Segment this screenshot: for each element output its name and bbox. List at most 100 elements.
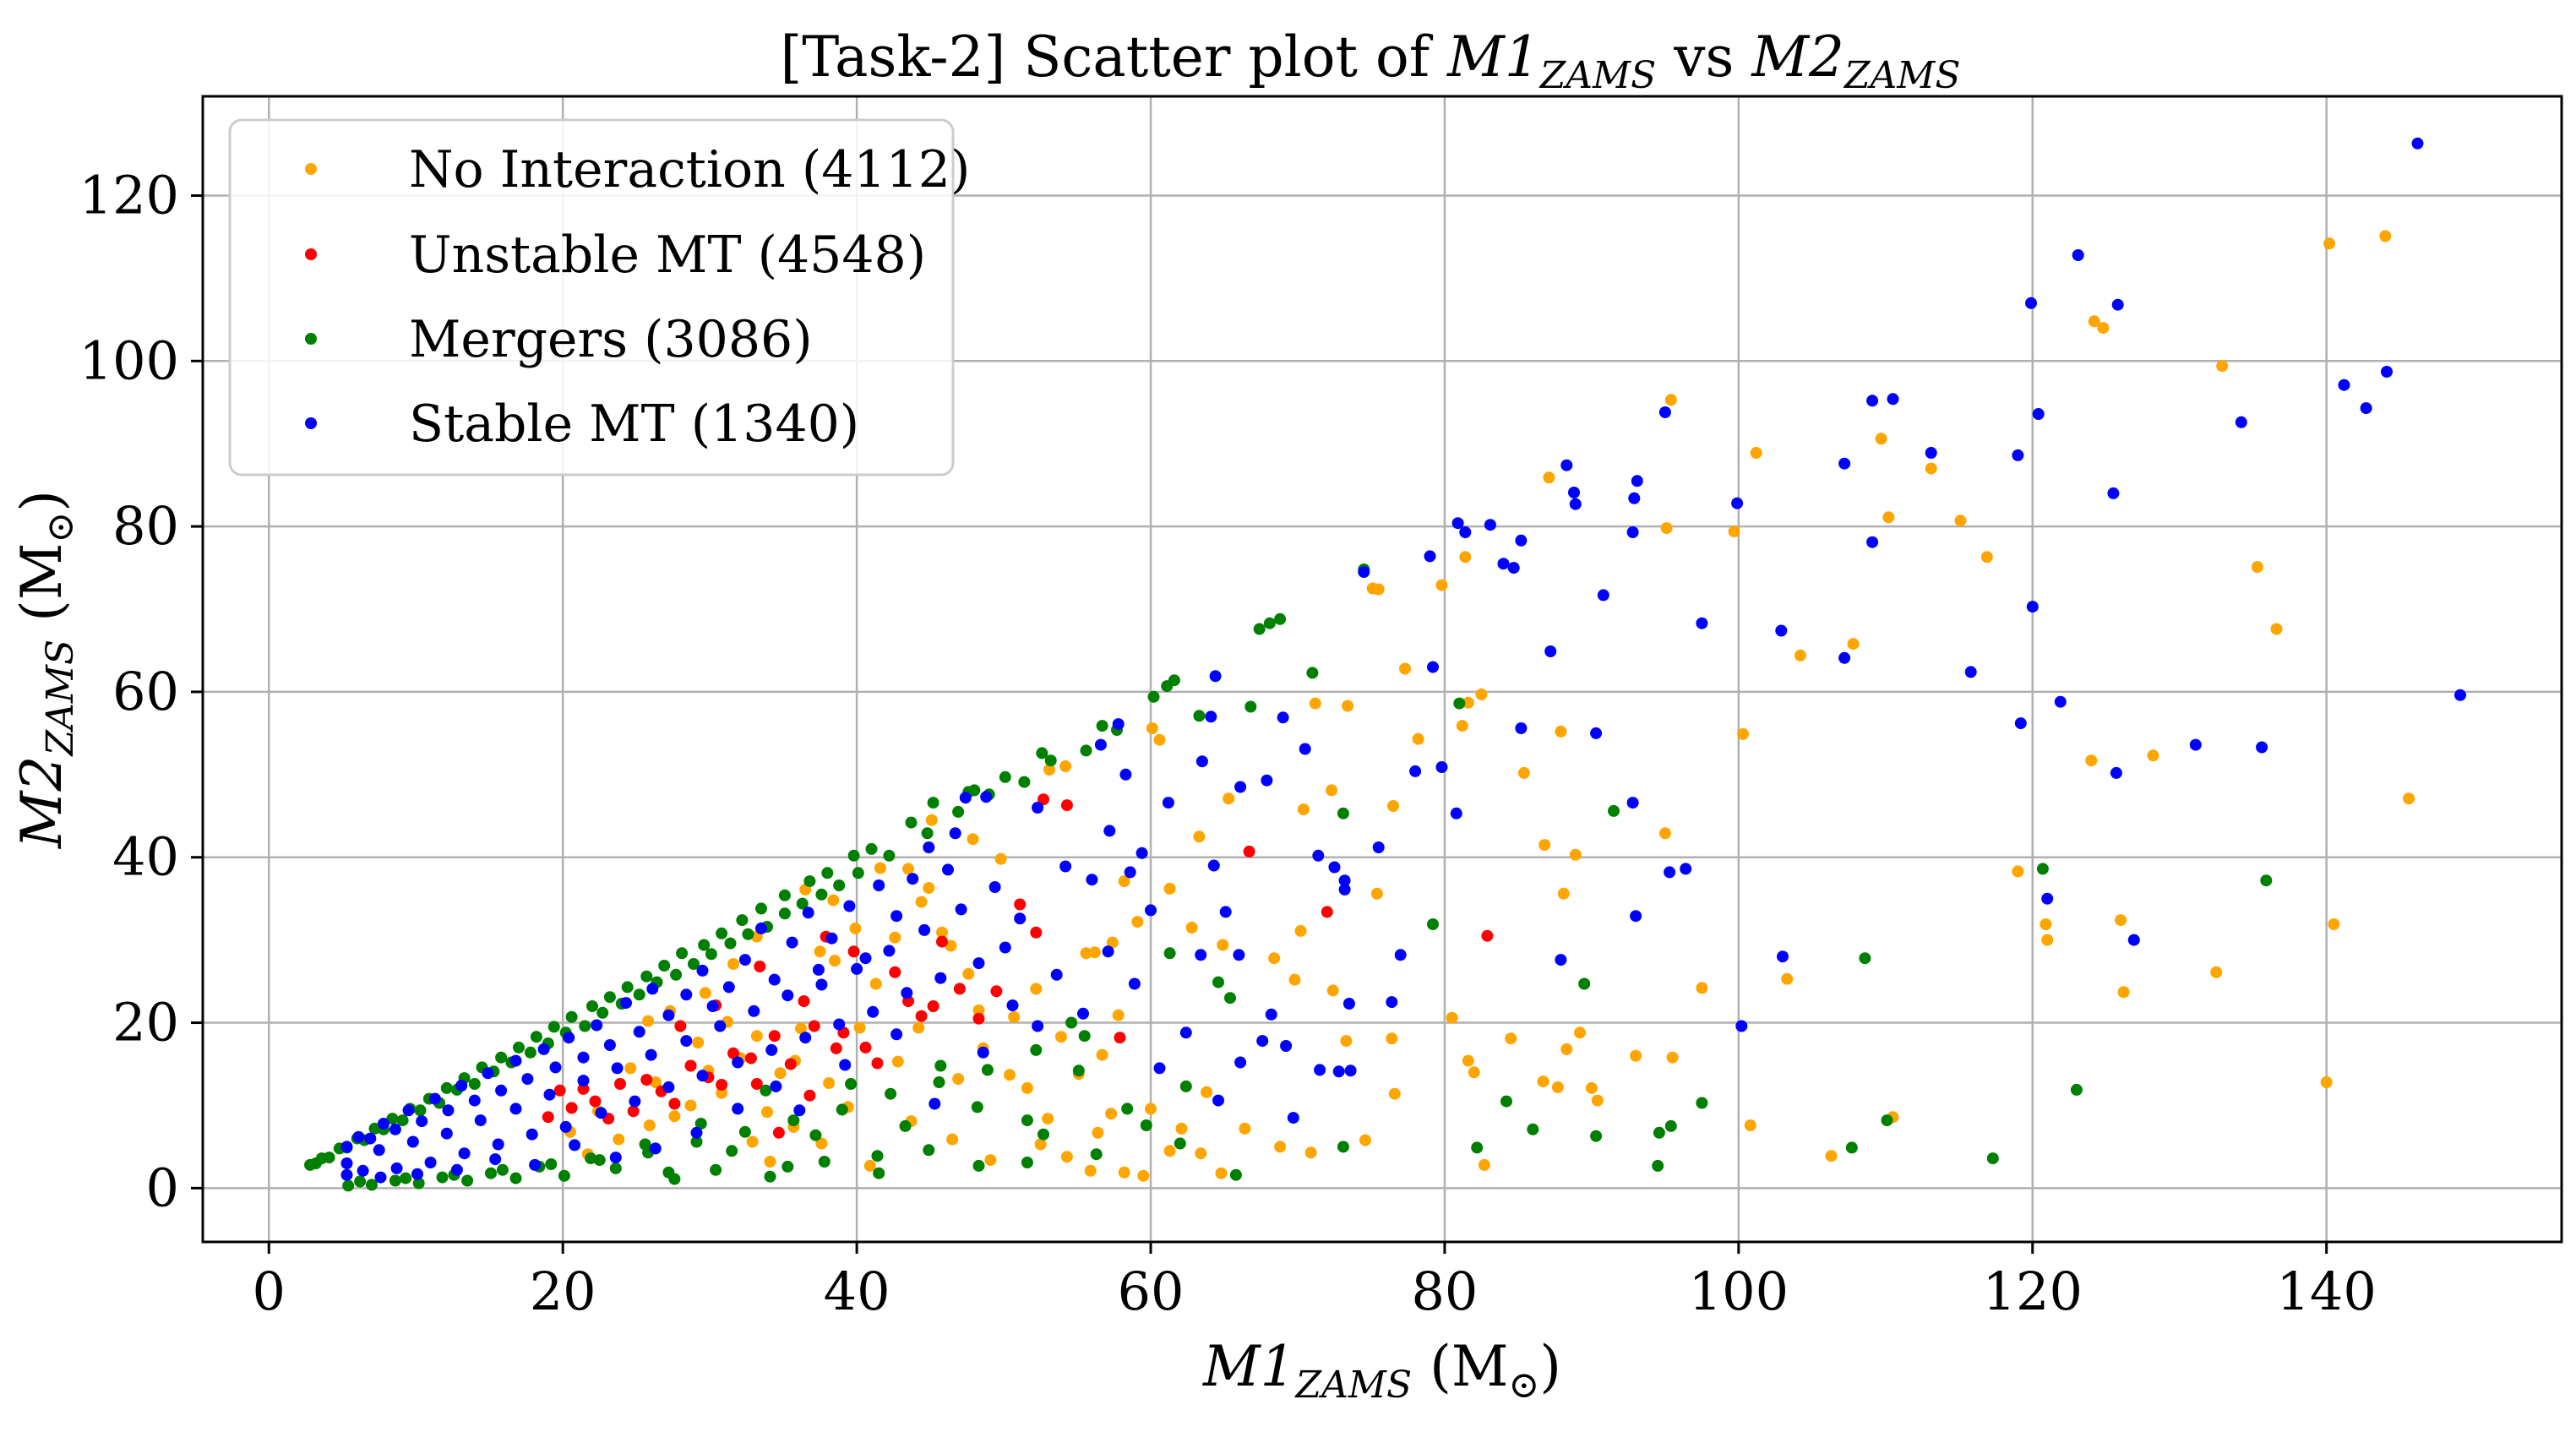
data-point-unstable-mt (772, 1126, 785, 1139)
data-point-no-interaction (750, 1030, 763, 1043)
data-point-unstable-mt (640, 1074, 653, 1086)
data-point-no-interaction (699, 987, 711, 999)
data-point-no-interaction (1456, 720, 1468, 732)
data-point-stable-mt (595, 1107, 607, 1119)
data-point-mergers (389, 1174, 401, 1187)
data-point-no-interaction (2117, 986, 2130, 999)
data-point-stable-mt (1626, 526, 1639, 538)
data-point-stable-mt (1277, 711, 1289, 724)
data-point-mergers (668, 1173, 681, 1185)
data-point-no-interaction (684, 1099, 697, 1112)
data-point-stable-mt (1342, 998, 1355, 1010)
data-point-stable-mt (1560, 459, 1573, 471)
data-point-no-interaction (972, 1004, 985, 1016)
data-point-no-interaction (849, 922, 862, 934)
data-point-mergers (921, 827, 934, 840)
data-point-stable-mt (645, 1048, 657, 1061)
data-point-no-interaction (1080, 947, 1092, 960)
data-point-stable-mt (786, 936, 798, 949)
data-point-no-interaction (1478, 1158, 1490, 1171)
data-point-stable-mt (1544, 645, 1557, 657)
legend-marker-stable-mt (305, 417, 317, 429)
data-point-stable-mt (1032, 802, 1044, 814)
data-point-no-interaction (902, 863, 914, 875)
data-point-no-interaction (1660, 522, 1673, 535)
data-point-no-interaction (2088, 315, 2100, 328)
data-point-no-interaction (2379, 230, 2392, 242)
data-point-stable-mt (748, 1005, 760, 1017)
data-point-mergers (596, 1006, 609, 1019)
data-point-mergers (1274, 613, 1287, 625)
data-point-stable-mt (825, 932, 838, 945)
data-point-no-interaction (1475, 688, 1488, 700)
data-point-mergers (724, 937, 737, 950)
data-point-no-interaction (1106, 936, 1119, 949)
data-point-no-interaction (967, 833, 979, 846)
legend-marker-mergers (305, 333, 317, 345)
data-point-stable-mt (1136, 847, 1148, 859)
data-point-stable-mt (1234, 781, 1247, 793)
data-point-stable-mt (1280, 1040, 1293, 1052)
data-point-stable-mt (442, 1104, 455, 1117)
data-point-mergers (803, 875, 816, 888)
data-point-stable-mt (690, 1126, 703, 1139)
data-point-mergers (366, 1179, 378, 1191)
data-point-no-interaction (1737, 727, 1750, 740)
data-point-stable-mt (770, 1080, 782, 1092)
data-point-stable-mt (972, 957, 985, 970)
data-point-mergers (670, 968, 683, 981)
data-point-no-interaction (1201, 1086, 1213, 1098)
data-point-mergers (1653, 1126, 1665, 1139)
series-no-interaction (564, 230, 2415, 1182)
data-point-stable-mt (988, 881, 1001, 893)
data-point-no-interaction (668, 1110, 681, 1123)
data-point-stable-mt (1515, 722, 1528, 734)
data-point-stable-mt (1358, 566, 1370, 578)
data-point-stable-mt (782, 989, 794, 1002)
data-point-stable-mt (1568, 487, 1580, 498)
data-point-unstable-mt (972, 1012, 985, 1025)
data-point-mergers (815, 888, 828, 901)
data-point-stable-mt (1103, 825, 1116, 837)
data-point-stable-mt (1409, 765, 1422, 777)
data-point-no-interaction (1163, 1145, 1176, 1157)
data-point-unstable-mt (915, 1010, 928, 1022)
data-point-stable-mt (1658, 406, 1671, 418)
data-point-stable-mt (1866, 395, 1879, 407)
data-point-stable-mt (2110, 766, 2122, 779)
data-point-stable-mt (1427, 661, 1439, 673)
data-point-no-interaction (1043, 764, 1055, 776)
data-point-no-interaction (1092, 1126, 1104, 1139)
data-point-stable-mt (340, 1157, 353, 1169)
data-point-no-interaction (1750, 447, 1762, 459)
data-point-stable-mt (1119, 768, 1132, 781)
data-point-mergers (579, 1020, 591, 1032)
data-point-stable-mt (980, 791, 993, 803)
data-point-mergers (1578, 977, 1591, 990)
data-point-mergers (1080, 744, 1092, 757)
data-point-stable-mt (812, 963, 825, 976)
data-point-mergers (1179, 1080, 1192, 1092)
data-point-stable-mt (1233, 949, 1245, 961)
data-point-stable-mt (1626, 797, 1639, 809)
data-point-stable-mt (2032, 408, 2045, 420)
data-point-stable-mt (1102, 945, 1114, 958)
data-point-no-interaction (1666, 1051, 1679, 1064)
data-point-no-interaction (1412, 732, 1424, 745)
data-point-no-interaction (1574, 1026, 1586, 1039)
data-point-stable-mt (1234, 1056, 1247, 1069)
data-point-stable-mt (1590, 727, 1603, 739)
data-point-unstable-mt (859, 1041, 872, 1054)
data-point-unstable-mt (577, 1082, 590, 1095)
data-point-mergers (847, 849, 860, 862)
data-point-stable-mt (633, 1026, 645, 1038)
data-point-no-interaction (814, 945, 826, 958)
data-point-mergers (1500, 1095, 1512, 1108)
data-point-mergers (705, 948, 717, 961)
y-axis-label: M2ZAMS (M⊙) (9, 490, 82, 849)
data-point-stable-mt (474, 1114, 487, 1127)
data-point-stable-mt (722, 981, 735, 994)
data-point-mergers (468, 1078, 481, 1090)
data-point-no-interaction (1175, 1122, 1188, 1135)
data-point-stable-mt (959, 792, 972, 804)
